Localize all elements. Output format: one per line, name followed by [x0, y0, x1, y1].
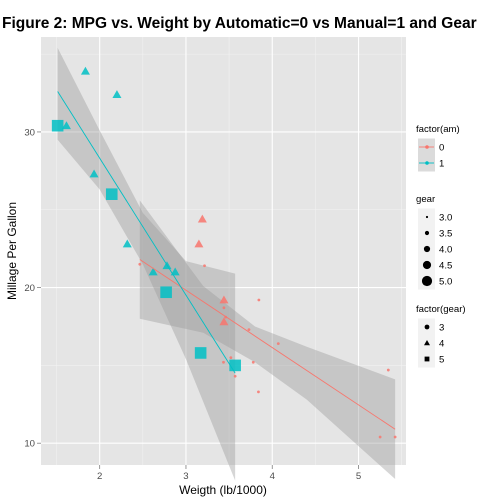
chart-title: Figure 2: MPG vs. Weight by Automatic=0 … — [2, 15, 477, 32]
data-point-am-0 — [257, 390, 260, 394]
legend-label: 3.0 — [439, 213, 452, 224]
x-tick-label: 2 — [97, 471, 102, 482]
data-point-am-0 — [276, 342, 280, 346]
fit-line-am-0 — [139, 259, 396, 430]
data-point-am-0 — [378, 435, 382, 439]
data-point-am-1 — [89, 169, 99, 178]
fit-lines — [57, 91, 396, 430]
data-point-am-1 — [61, 121, 71, 130]
axes: 2 3 4 5 10 20 30 — [24, 127, 361, 482]
data-point-am-0 — [247, 328, 251, 331]
data-point-am-1 — [112, 90, 122, 98]
data-point-am-0 — [219, 317, 229, 326]
data-points — [51, 66, 397, 439]
legend-key-size — [421, 275, 433, 287]
legend-key-size — [422, 260, 432, 270]
legend-key-size — [424, 230, 430, 236]
data-point-am-0 — [393, 435, 397, 439]
legend-label: 0 — [439, 143, 444, 154]
x-tick-label: 5 — [356, 471, 361, 482]
data-point-am-0 — [222, 306, 226, 310]
data-point-am-1 — [148, 267, 158, 276]
data-point-am-1 — [194, 347, 207, 359]
legend-label: 5.0 — [439, 277, 452, 288]
legend-title: factor(gear) — [416, 304, 466, 315]
data-point-am-0 — [229, 356, 233, 360]
y-axis-title: Millage Per Gallon — [5, 202, 19, 300]
data-point-am-1 — [105, 188, 118, 200]
fit-line-am-1 — [57, 91, 236, 374]
data-point-am-0 — [233, 374, 237, 378]
legend-key-shape — [424, 356, 430, 362]
data-point-am-1 — [80, 66, 90, 75]
data-point-am-0 — [197, 214, 207, 223]
legend-key-point — [425, 145, 429, 149]
legend-key-shape — [424, 340, 430, 346]
data-point-am-1 — [51, 119, 64, 132]
legend-title: factor(am) — [416, 124, 460, 135]
y-tick-label: 30 — [24, 127, 35, 138]
legend-key-shape — [424, 324, 430, 330]
legend-label: 3 — [439, 323, 444, 334]
data-point-am-0 — [219, 295, 229, 304]
legend-label: 4.5 — [439, 261, 452, 272]
legend-key-size — [423, 245, 431, 253]
data-point-am-0 — [257, 298, 261, 302]
data-point-am-1 — [160, 286, 172, 299]
data-point-am-1 — [170, 267, 180, 276]
legend-label: 1 — [439, 159, 444, 170]
fit-band-am-0 — [139, 200, 396, 480]
legend-label: 4 — [439, 339, 445, 350]
data-point-am-0 — [194, 239, 204, 248]
y-tick-label: 20 — [24, 283, 35, 294]
x-axis-title: Weigth (lb/1000) — [179, 483, 267, 497]
data-point-am-0 — [222, 360, 225, 364]
x-tick-label: 4 — [270, 471, 276, 482]
y-tick-label: 10 — [24, 439, 35, 450]
data-point-am-1 — [229, 359, 241, 372]
legend-title: gear — [416, 194, 436, 205]
grid — [41, 37, 406, 465]
data-point-am-1 — [122, 239, 132, 248]
x-tick-label: 3 — [183, 471, 188, 482]
data-point-am-0 — [251, 360, 255, 364]
legend-label: 5 — [439, 355, 444, 366]
plot-panel — [41, 37, 406, 465]
data-point-am-0 — [203, 264, 206, 268]
legend-label: 4.0 — [439, 245, 452, 256]
legend-key-point — [425, 161, 429, 165]
data-point-am-0 — [138, 262, 142, 266]
data-point-am-0 — [386, 368, 390, 372]
legend-key-size — [425, 215, 429, 219]
legend-label: 3.5 — [439, 229, 452, 240]
